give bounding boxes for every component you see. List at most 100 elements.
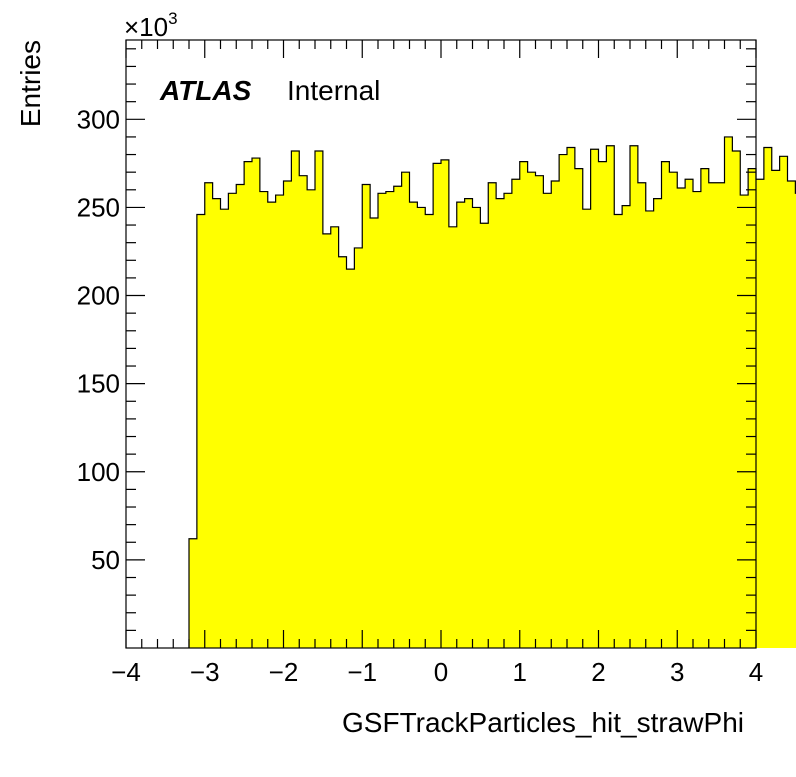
histogram-bin [354, 247, 363, 649]
histogram-bin [559, 154, 568, 648]
histogram-bin [370, 217, 379, 648]
histogram-bin [315, 151, 324, 648]
histogram-bin [527, 172, 536, 648]
x-axis-title: GSFTrackParticles_hit_strawPhi [342, 707, 744, 738]
histogram-bin [472, 207, 481, 648]
y-tick-label: 200 [77, 281, 120, 311]
histogram-bin [637, 182, 647, 648]
histogram-bin [252, 158, 261, 648]
histogram-bin [590, 149, 599, 648]
x-tick-label: −1 [347, 657, 377, 687]
x-tick-label: 4 [749, 657, 763, 687]
histogram-bin [677, 188, 686, 648]
histogram-bin [748, 168, 757, 648]
axis-ticks [125, 40, 757, 648]
y-tick-label: 300 [77, 104, 120, 134]
histogram-bin [614, 214, 623, 649]
y-tick-labels: 50 100 150 200 250 300 [77, 104, 120, 575]
histogram-bin [511, 179, 521, 648]
histogram-bin [543, 193, 552, 649]
y-tick-label: 250 [77, 192, 120, 222]
histogram-bin [244, 161, 253, 648]
histogram-bin [700, 168, 710, 648]
histogram-bin [291, 151, 300, 648]
histogram-bin [787, 180, 796, 648]
histogram-bin [661, 161, 670, 648]
histogram-bin [464, 198, 473, 648]
histogram-bin [275, 195, 284, 649]
x-tick-label: 3 [670, 657, 684, 687]
histogram-bin [346, 269, 355, 648]
x-tick-label: 0 [434, 657, 448, 687]
y-tick-label: 150 [77, 369, 120, 399]
y-tick-label: 50 [91, 545, 120, 575]
histogram-bin [441, 159, 450, 648]
histogram-bin [551, 180, 560, 648]
histogram-bin [378, 193, 387, 649]
histogram-bin [504, 193, 513, 649]
x-tick-label: −4 [111, 657, 141, 687]
histogram-bin [574, 168, 584, 648]
histogram-bin [582, 209, 592, 648]
histogram-bin [220, 209, 229, 648]
histogram-bin [299, 175, 308, 648]
histogram-bin [267, 202, 277, 648]
histogram-bin [606, 145, 615, 648]
histogram-bin [433, 163, 442, 649]
histogram-bin [236, 184, 245, 649]
histogram-bin [425, 214, 434, 649]
histogram-bin [724, 136, 733, 648]
histogram-bin [204, 182, 214, 648]
x-tick-label: −2 [269, 657, 299, 687]
x-tick-label: 2 [591, 657, 605, 687]
histogram-bin [763, 147, 773, 648]
y-axis-title: Entries [15, 40, 46, 127]
histogram-outline [188, 136, 796, 648]
histogram-bin [598, 161, 607, 648]
histogram-bin [708, 182, 718, 648]
histogram-bin [622, 205, 631, 649]
histogram-bin [212, 198, 221, 648]
histogram-bin [779, 156, 788, 648]
histogram-bin [669, 172, 678, 648]
histogram-bin [259, 191, 269, 648]
y-tick-label: 100 [77, 457, 120, 487]
histogram-bars [188, 136, 796, 649]
histogram-bin [567, 147, 576, 648]
histogram-bin [756, 179, 765, 648]
histogram-bin [196, 214, 206, 649]
histogram-bin [480, 223, 489, 648]
histogram-bin [393, 186, 403, 648]
histogram-bin [362, 184, 371, 649]
histogram-bin [307, 189, 316, 648]
histogram-bin [653, 198, 662, 648]
histogram-bin [228, 193, 237, 649]
histogram-bin [685, 179, 694, 648]
histogram-bin [496, 198, 505, 648]
histogram-bin [189, 538, 198, 648]
histogram-bin [448, 226, 458, 649]
histogram-bin [417, 207, 426, 648]
plot-frame [125, 39, 757, 649]
histogram-bin [456, 202, 466, 648]
x-tick-label: 1 [513, 657, 527, 687]
x-tick-labels: −4 −3 −2 −1 0 1 2 3 4 [111, 657, 763, 687]
histogram-bin [488, 182, 497, 648]
histogram-bin [330, 226, 340, 649]
histogram-bin [740, 195, 749, 649]
histogram-bin [283, 180, 292, 648]
y-multiplier-exponent: 3 [168, 9, 177, 28]
y-axis-multiplier: ×103 [124, 9, 178, 42]
histogram-bin [519, 161, 529, 648]
histogram-bin [338, 256, 347, 648]
histogram-bin [645, 210, 655, 648]
internal-label: Internal [287, 75, 380, 106]
histogram-bin [693, 191, 702, 648]
x-tick-label: −3 [190, 657, 220, 687]
y-multiplier-base: ×10 [124, 12, 168, 42]
histogram-bin [322, 233, 332, 648]
histogram-bin [535, 175, 544, 648]
histogram-bin [401, 172, 410, 648]
